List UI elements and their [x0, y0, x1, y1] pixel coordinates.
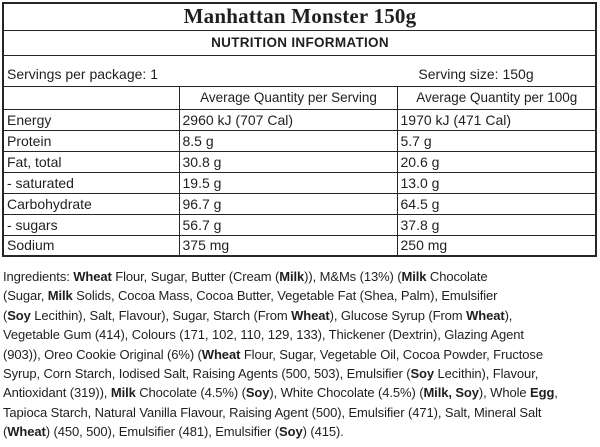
- servings-cell: Servings per package: 1 Serving size: 15…: [2, 54, 597, 87]
- allergen-text: Egg: [530, 385, 555, 401]
- table-row-sodium: Sodium 375 mg 250 mg: [2, 234, 597, 257]
- ingredients-paragraph: Ingredients: Wheat Flour, Sugar, Butter …: [3, 267, 600, 442]
- column-header-row: Average Quantity per Serving Average Qua…: [2, 85, 597, 110]
- nutrition-table: Manhattan Monster 150g NUTRITION INFORMA…: [2, 2, 598, 257]
- nutrient-label: - saturated: [2, 171, 180, 194]
- ingredient-text: ) (450, 500), Emulsifier (481), Emulsifi…: [45, 424, 280, 440]
- allergen-text: Wheat: [291, 307, 330, 323]
- header-per-serving: Average Quantity per Serving: [178, 85, 398, 110]
- header-empty-cell: [2, 85, 180, 110]
- allergen-text: Milk: [47, 288, 73, 304]
- nutrient-label: Protein: [2, 129, 180, 152]
- serving-size-text: Serving size: 150g: [418, 65, 534, 82]
- per-100g-value: 20.6 g: [396, 150, 597, 173]
- nutrient-label: Fat, total: [2, 150, 180, 173]
- per-100g-value: 1970 kJ (471 Cal): [396, 108, 597, 131]
- allergen-text: Soy: [410, 366, 434, 382]
- allergen-text: Soy: [279, 424, 303, 440]
- allergen-text: Soy: [7, 307, 31, 323]
- servings-row: Servings per package: 1 Serving size: 15…: [2, 54, 597, 87]
- per-serving-value: 2960 kJ (707 Cal): [178, 108, 398, 131]
- ingredient-text: Chocolate: [426, 269, 488, 284]
- per-serving-value: 19.5 g: [178, 171, 398, 194]
- ingredient-text: ,: [554, 385, 558, 401]
- table-row-saturated: - saturated 19.5 g 13.0 g: [2, 171, 597, 194]
- ingredient-text: Vegetable Gum (414), Colours (171, 102, …: [3, 327, 524, 343]
- ingredient-text: Flour, Sugar, Butter (Cream (: [111, 269, 280, 284]
- nutrient-label: Sodium: [2, 234, 180, 257]
- allergen-text: Wheat: [73, 269, 112, 284]
- ingredient-text: ) (415).: [302, 424, 344, 440]
- per-serving-value: 96.7 g: [178, 192, 398, 215]
- ingredient-text: (Sugar,: [3, 288, 48, 304]
- ingredient-text: Lecithin), Flavour,: [434, 366, 539, 382]
- ingredient-text: ), White Chocolate (4.5%) (: [269, 385, 424, 401]
- table-row-carbohydrate: Carbohydrate 96.7 g 64.5 g: [2, 192, 597, 215]
- ingredient-text: Tapioca Starch, Natural Vanilla Flavour,…: [3, 404, 542, 420]
- ingredient-text: (: [3, 307, 8, 323]
- ingredient-text: Ingredients:: [3, 269, 74, 284]
- allergen-text: Milk: [279, 269, 305, 284]
- per-100g-value: 5.7 g: [396, 129, 597, 152]
- ingredient-text: Lecithin), Salt, Flavour), Sugar, Starch…: [30, 307, 292, 323]
- per-serving-value: 56.7 g: [178, 213, 398, 236]
- ingredient-text: (903)), Oreo Cookie Original (6%) (: [3, 346, 202, 362]
- ingredient-text: Chocolate (4.5%) (: [135, 385, 246, 401]
- ingredient-text: ), Whole: [478, 385, 531, 401]
- allergen-text: Milk, Soy: [423, 385, 479, 401]
- per-100g-value: 250 mg: [396, 234, 597, 257]
- allergen-text: Wheat: [201, 346, 241, 362]
- servings-per-package-text: Servings per package: 1: [7, 65, 158, 82]
- per-100g-value: 37.8 g: [396, 213, 597, 236]
- table-row-sugars: - sugars 56.7 g 37.8 g: [2, 213, 597, 236]
- ingredient-text: ), Glucose Syrup (From: [329, 307, 467, 323]
- header-per-100g: Average Quantity per 100g: [396, 85, 597, 110]
- allergen-text: Milk: [110, 385, 136, 401]
- nutrient-label: Carbohydrate: [2, 192, 180, 215]
- ingredient-text: (: [3, 424, 8, 440]
- servings-flex: Servings per package: 1 Serving size: 15…: [7, 66, 595, 82]
- allergen-text: Wheat: [7, 424, 46, 440]
- product-title: Manhattan Monster 150g: [2, 2, 597, 31]
- ingredient-text: ),: [504, 307, 513, 323]
- nutrition-information-heading: NUTRITION INFORMATION: [2, 29, 597, 56]
- per-serving-value: 375 mg: [178, 234, 398, 257]
- section-header-row: NUTRITION INFORMATION: [2, 29, 597, 56]
- ingredient-text: )), M&Ms (13%) (: [304, 269, 402, 284]
- allergen-text: Wheat: [466, 307, 505, 323]
- ingredient-text: Antioxidant (319)),: [3, 385, 111, 401]
- nutrient-label: - sugars: [2, 213, 180, 236]
- table-row-protein: Protein 8.5 g 5.7 g: [2, 129, 597, 152]
- title-row: Manhattan Monster 150g: [2, 2, 597, 31]
- ingredient-text: Flour, Sugar, Vegetable Oil, Cocoa Powde…: [240, 346, 543, 362]
- table-row-fat-total: Fat, total 30.8 g 20.6 g: [2, 150, 597, 173]
- allergen-text: Milk: [401, 269, 427, 284]
- per-100g-value: 13.0 g: [396, 171, 597, 194]
- per-serving-value: 8.5 g: [178, 129, 398, 152]
- per-100g-value: 64.5 g: [396, 192, 597, 215]
- ingredient-text: Solids, Cocoa Mass, Cocoa Butter, Vegeta…: [72, 288, 498, 304]
- table-row-energy: Energy 2960 kJ (707 Cal) 1970 kJ (471 Ca…: [2, 108, 597, 131]
- ingredient-text: Syrup, Corn Starch, Iodised Salt, Raisin…: [3, 366, 411, 382]
- per-serving-value: 30.8 g: [178, 150, 398, 173]
- nutrient-label: Energy: [2, 108, 180, 131]
- allergen-text: Soy: [245, 385, 270, 401]
